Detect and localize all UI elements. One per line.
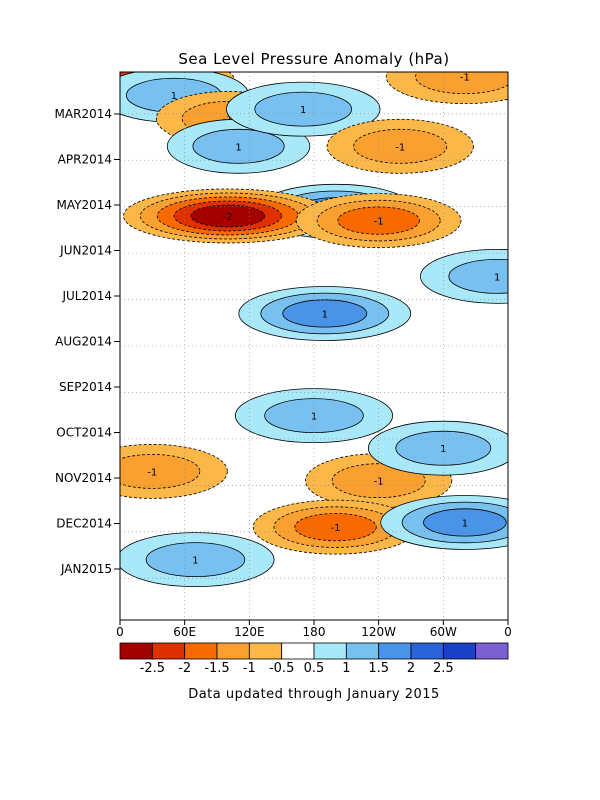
contour-label: -1 <box>460 73 470 84</box>
contour-label: -1 <box>395 142 405 153</box>
anomaly-contour <box>192 128 285 164</box>
y-tick-label: JUN2014 <box>59 244 112 258</box>
contour-label: 1 <box>192 556 198 567</box>
contour-label: -1 <box>374 477 384 488</box>
y-tick-label: AUG2014 <box>55 335 112 349</box>
colorbar-swatch <box>410 642 444 660</box>
y-tick-label: SEP2014 <box>59 380 112 394</box>
anomaly-contour <box>423 508 507 537</box>
contour-label: 1 <box>311 412 317 423</box>
anomaly-contour <box>294 513 377 542</box>
contour-label: 1 <box>462 518 468 529</box>
y-tick-label: JUL2014 <box>61 289 112 303</box>
anomaly-contour <box>353 128 448 164</box>
colorbar-swatch <box>442 642 477 660</box>
colorbar-label: 1 <box>342 661 350 676</box>
contour-label: 1 <box>440 444 446 455</box>
y-axis: MAR2014 APR2014 MAY2014 JUN2014 JUL2014 AUG20… <box>55 107 120 576</box>
contour-label: 1 <box>494 272 500 283</box>
colorbar-label: 2 <box>407 661 415 676</box>
x-tick-label: 60W <box>430 625 457 639</box>
x-tick-label: 120E <box>234 625 265 639</box>
contour-label: 1 <box>235 142 241 153</box>
contour-label: 1 <box>171 91 177 102</box>
anomaly-contour <box>120 453 201 489</box>
colorbar-swatch <box>151 642 186 660</box>
colorbar-label: -1 <box>243 661 256 676</box>
colorbar-swatch <box>378 642 412 660</box>
colorbar-swatch <box>184 642 218 660</box>
x-tick-label: 0 <box>504 625 512 639</box>
anomaly-contour <box>190 204 266 228</box>
colorbar-label: -2.5 <box>140 661 165 676</box>
colorbar-swatch <box>216 642 250 660</box>
contour-label: 1 <box>300 105 306 116</box>
colorbar-swatch <box>345 642 380 660</box>
colorbar-label: 0.5 <box>304 661 325 676</box>
y-tick-label: APR2014 <box>58 153 112 167</box>
colorbar-label: -0.5 <box>269 661 294 676</box>
colorbar-swatch <box>313 642 347 660</box>
contour-label: -2 <box>223 212 233 223</box>
y-tick-label: MAY2014 <box>57 198 113 212</box>
y-tick-label: DEC2014 <box>56 517 112 531</box>
colorbar: -2.5 -2 -1.5 -1 -0.5 0.5 1 1.5 2 2.5 <box>119 642 509 676</box>
colorbar-swatch <box>119 642 153 660</box>
colorbar-label: -2 <box>178 661 191 676</box>
y-tick-label: OCT2014 <box>56 426 112 440</box>
contour-label: -1 <box>374 217 384 228</box>
x-tick-label: 60E <box>173 625 196 639</box>
anomaly-contour <box>415 72 508 95</box>
colorbar-swatch <box>475 642 509 660</box>
contour-label: -1 <box>331 523 341 534</box>
colorbar-label: 1.5 <box>368 661 389 676</box>
colorbar-label: -1.5 <box>204 661 229 676</box>
chart-title: Sea Level Pressure Anomaly (hPa) <box>178 50 449 68</box>
anomaly-contour <box>254 91 353 127</box>
contour-label: -1 <box>147 467 157 478</box>
colorbar-swatch <box>281 642 315 660</box>
y-tick-label: JAN2015 <box>60 562 112 576</box>
x-tick-label: 180 <box>303 625 326 639</box>
footnote: Data updated through January 2015 <box>188 687 440 702</box>
contour-label: 1 <box>322 309 328 320</box>
x-axis: 0 60E 120E 180 120W 60W 0 <box>116 620 512 639</box>
colorbar-label: 2.5 <box>433 661 454 676</box>
x-tick-label: 0 <box>116 625 124 639</box>
x-tick-label: 120W <box>361 625 396 639</box>
grid <box>120 72 508 620</box>
anomaly-contour <box>448 258 508 294</box>
y-tick-label: NOV2014 <box>55 471 112 485</box>
anomaly-contour <box>145 542 246 578</box>
colorbar-swatch <box>248 642 283 660</box>
y-tick-label: MAR2014 <box>55 107 112 121</box>
